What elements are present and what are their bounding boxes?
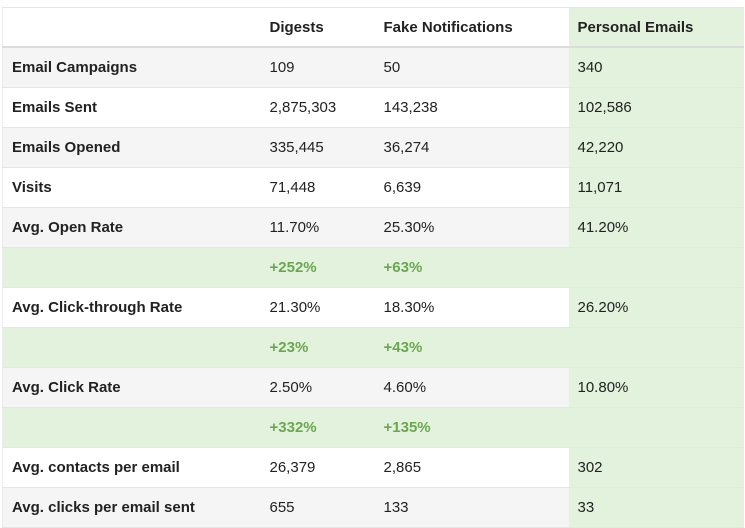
cell-fake-notifications: 18.30% <box>374 287 569 328</box>
cell-digests: 2,875,303 <box>260 87 375 128</box>
cell-personal-emails: 340 <box>568 46 744 88</box>
delta-row: +23% +43% <box>2 327 744 368</box>
row-label: Email Campaigns <box>2 46 261 88</box>
cell-personal-emails: 11,071 <box>568 167 744 208</box>
table-body: Email Campaigns 109 50 340 Emails Sent 2,875,… <box>2 46 744 528</box>
cell-personal-emails: 302 <box>568 447 744 488</box>
row-label <box>2 247 261 288</box>
cell-fake-notifications: 50 <box>374 46 569 88</box>
cell-fake-notifications: 6,639 <box>374 167 569 208</box>
cell-personal-emails <box>568 407 744 448</box>
comparison-table: Digests Fake Notifications Personal Emai… <box>2 7 744 528</box>
row-label: Avg. contacts per email <box>2 447 261 488</box>
cell-digests: 109 <box>260 46 375 88</box>
cell-personal-emails: 33 <box>568 487 744 528</box>
cell-digests: +252% <box>260 247 375 288</box>
cell-fake-notifications: 2,865 <box>374 447 569 488</box>
cell-fake-notifications: +135% <box>374 407 569 448</box>
cell-fake-notifications: 25.30% <box>374 207 569 248</box>
table-row: Emails Opened 335,445 36,274 42,220 <box>2 127 744 168</box>
row-label <box>2 407 261 448</box>
cell-digests: 655 <box>260 487 375 528</box>
cell-digests: 71,448 <box>260 167 375 208</box>
cell-digests: 2.50% <box>260 367 375 408</box>
cell-digests: 21.30% <box>260 287 375 328</box>
row-label: Avg. Open Rate <box>2 207 261 248</box>
row-label: Avg. Click Rate <box>2 367 261 408</box>
table-row: Avg. Open Rate 11.70% 25.30% 41.20% <box>2 207 744 248</box>
row-label: Emails Opened <box>2 127 261 168</box>
header-digests: Digests <box>260 7 375 48</box>
table-row: Avg. contacts per email 26,379 2,865 302 <box>2 447 744 488</box>
cell-digests: +332% <box>260 407 375 448</box>
cell-digests: 26,379 <box>260 447 375 488</box>
row-label: Visits <box>2 167 261 208</box>
row-label <box>2 327 261 368</box>
table-row: Emails Sent 2,875,303 143,238 102,586 <box>2 87 744 128</box>
header-fake-notifications: Fake Notifications <box>374 7 569 48</box>
table-row: Visits 71,448 6,639 11,071 <box>2 167 744 208</box>
table-row: Avg. clicks per email sent 655 133 33 <box>2 487 744 528</box>
cell-digests: 335,445 <box>260 127 375 168</box>
comparison-table-container: Digests Fake Notifications Personal Emai… <box>2 7 744 528</box>
table-row: Avg. Click-through Rate 21.30% 18.30% 26.20… <box>2 287 744 328</box>
cell-personal-emails: 41.20% <box>568 207 744 248</box>
row-label: Emails Sent <box>2 87 261 128</box>
header-personal-emails: Personal Emails <box>568 7 744 48</box>
cell-fake-notifications: +63% <box>374 247 569 288</box>
cell-digests: +23% <box>260 327 375 368</box>
cell-personal-emails <box>568 247 744 288</box>
table-row: Avg. Click Rate 2.50% 4.60% 10.80% <box>2 367 744 408</box>
row-label: Avg. Click-through Rate <box>2 287 261 328</box>
delta-row: +332% +135% <box>2 407 744 448</box>
header-row-label <box>2 7 261 48</box>
cell-personal-emails: 102,586 <box>568 87 744 128</box>
delta-row: +252% +63% <box>2 247 744 288</box>
table-header-row: Digests Fake Notifications Personal Emai… <box>2 7 744 48</box>
table-row: Email Campaigns 109 50 340 <box>2 46 744 88</box>
cell-fake-notifications: 143,238 <box>374 87 569 128</box>
cell-fake-notifications: 36,274 <box>374 127 569 168</box>
row-label: Avg. clicks per email sent <box>2 487 261 528</box>
cell-fake-notifications: 133 <box>374 487 569 528</box>
cell-personal-emails: 42,220 <box>568 127 744 168</box>
cell-digests: 11.70% <box>260 207 375 248</box>
cell-fake-notifications: 4.60% <box>374 367 569 408</box>
cell-fake-notifications: +43% <box>374 327 569 368</box>
cell-personal-emails: 26.20% <box>568 287 744 328</box>
cell-personal-emails: 10.80% <box>568 367 744 408</box>
cell-personal-emails <box>568 327 744 368</box>
